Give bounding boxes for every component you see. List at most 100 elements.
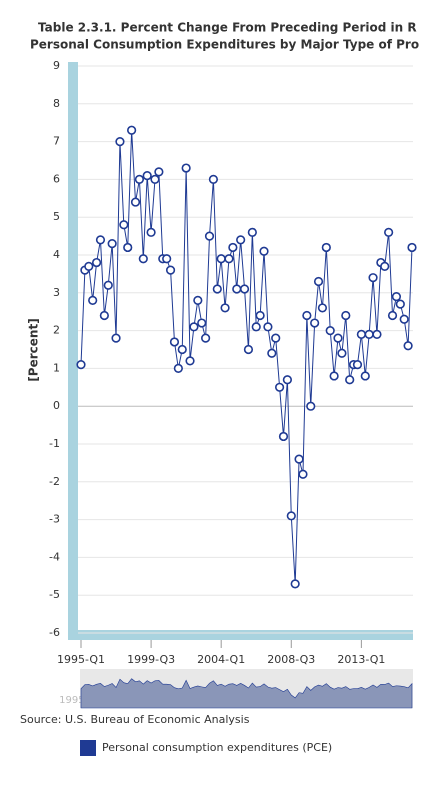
data-point [380, 261, 390, 271]
y-tick-label: 2 [53, 324, 60, 337]
x-axis-line [68, 630, 413, 640]
data-point [387, 310, 398, 321]
data-point [220, 303, 230, 313]
data-point [181, 163, 191, 173]
data-point [282, 375, 292, 385]
legend-swatch [80, 740, 96, 756]
data-point [243, 344, 254, 355]
y-tick-label: 1 [53, 361, 60, 374]
y-axis-label: [Percent] [27, 318, 41, 381]
chart-subtitle: Personal Consumption Expenditures by Maj… [30, 38, 419, 52]
y-axis-line [68, 62, 78, 640]
data-point [364, 329, 374, 339]
data-point [91, 257, 102, 268]
data-point [236, 235, 246, 245]
data-point [368, 273, 378, 283]
data-point [239, 284, 250, 294]
data-point [341, 310, 351, 321]
data-point [247, 227, 257, 237]
data-point [76, 360, 86, 370]
data-point [345, 375, 355, 385]
y-tick-label: 9 [53, 59, 60, 72]
data-point [142, 171, 152, 181]
data-point [294, 454, 304, 464]
data-point [384, 227, 394, 237]
data-point [88, 295, 98, 305]
x-tick-label: 2013-Q1 [337, 653, 385, 666]
data-point [146, 227, 156, 237]
x-tick-label: 2004-Q1 [197, 653, 245, 666]
data-point [317, 303, 328, 313]
data-point [201, 333, 211, 343]
data-point [352, 360, 363, 370]
data-point [204, 231, 215, 241]
y-tick-label: 4 [53, 248, 60, 261]
y-tick-label: -1 [49, 437, 60, 450]
y-tick-label: 7 [53, 135, 60, 148]
y-tick-label: 8 [53, 97, 60, 110]
data-point [103, 280, 113, 290]
y-tick-label: 5 [53, 210, 60, 223]
data-point [391, 291, 402, 302]
y-tick-label: 0 [53, 399, 60, 412]
data-point [263, 322, 273, 332]
data-point [208, 174, 218, 184]
data-point [313, 276, 324, 287]
data-point [333, 333, 343, 343]
data-point [189, 322, 199, 332]
data-point [224, 254, 234, 264]
data-point [216, 254, 226, 264]
data-point [127, 125, 137, 135]
data-point [162, 254, 172, 264]
data-point [99, 310, 109, 321]
data-point [321, 242, 331, 253]
y-tick-label: 6 [53, 172, 60, 185]
data-point [275, 382, 285, 392]
data-point [138, 254, 148, 264]
y-tick-label: -5 [49, 588, 60, 601]
data-point [169, 337, 180, 347]
y-tick-label: -6 [49, 626, 60, 639]
data-point [165, 265, 176, 275]
data-point [185, 356, 195, 366]
data-point [403, 341, 413, 351]
data-point [399, 314, 409, 324]
data-point [337, 348, 347, 358]
data-point [197, 318, 207, 328]
data-point [115, 137, 125, 147]
data-point [154, 167, 164, 177]
data-point [372, 329, 382, 339]
y-tick-label: -3 [49, 513, 60, 526]
data-point [255, 310, 265, 321]
data-point [173, 363, 183, 374]
legend-label: Personal consumption expenditures (PCE) [102, 741, 332, 754]
data-point [310, 318, 320, 328]
data-point [228, 242, 238, 253]
data-point [177, 344, 187, 355]
chart-title: Table 2.3.1. Percent Change From Precedi… [38, 21, 417, 35]
data-point [407, 242, 417, 253]
data-point [290, 579, 300, 589]
data-point [286, 511, 296, 521]
data-point [395, 299, 405, 309]
data-point [119, 220, 129, 230]
data-point [232, 284, 242, 294]
data-point [150, 174, 160, 184]
x-tick-label: 1995-Q1 [57, 653, 105, 666]
data-point [360, 371, 370, 381]
data-point [95, 235, 106, 245]
data-point [84, 261, 94, 271]
source: Source: U.S. Bureau of Economic Analysis [20, 713, 250, 726]
x-tick-label: 2008-Q3 [267, 653, 315, 666]
data-point [111, 333, 121, 343]
data-point [356, 329, 366, 339]
data-point [298, 469, 308, 479]
y-tick-label: -4 [49, 550, 60, 563]
data-point [271, 333, 281, 343]
data-point [212, 284, 222, 294]
data-point [251, 322, 261, 332]
data-point [193, 295, 203, 305]
navigator-area [80, 678, 413, 709]
data-point [130, 197, 141, 207]
